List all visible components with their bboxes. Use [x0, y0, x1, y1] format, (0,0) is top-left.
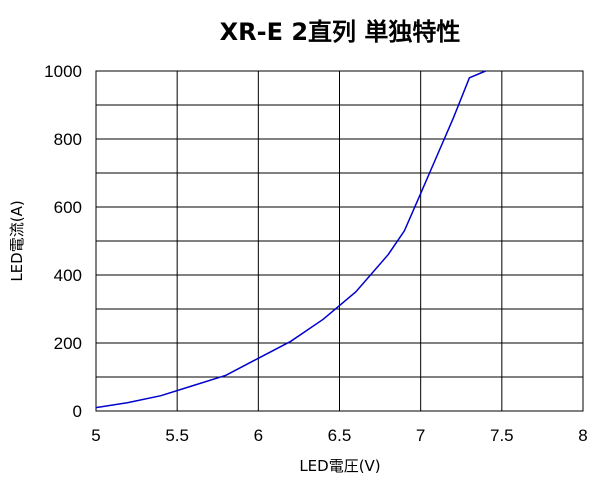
plot-area — [95, 70, 486, 409]
x-tick-label: 8 — [578, 426, 587, 445]
tick-labels: 5 5.5 6 6.5 7 7.5 8 0 200 400 600 800 1000 — [44, 62, 588, 445]
x-tick-label: 5 — [91, 426, 100, 445]
y-tick-label: 200 — [54, 334, 82, 353]
y-tick-label: 1000 — [44, 62, 82, 81]
x-tick-label: 6 — [254, 426, 263, 445]
grid — [95, 70, 584, 412]
x-tick-label: 7.5 — [490, 426, 514, 445]
x-tick-label: 6.5 — [328, 426, 352, 445]
y-tick-label: 800 — [54, 130, 82, 149]
x-tick-label: 7 — [416, 426, 425, 445]
series-line-0 — [95, 70, 486, 409]
chart-title: XR-E 2直列 単独特性 — [220, 18, 461, 46]
y-axis-label: LED電流(A) — [8, 200, 26, 281]
y-tick-label: 600 — [54, 198, 82, 217]
y-tick-label: 0 — [73, 402, 82, 421]
y-tick-label: 400 — [54, 266, 82, 285]
plot-frame — [95, 70, 584, 412]
x-axis-label: LED電圧(V) — [299, 457, 380, 475]
x-tick-label: 5.5 — [165, 426, 189, 445]
